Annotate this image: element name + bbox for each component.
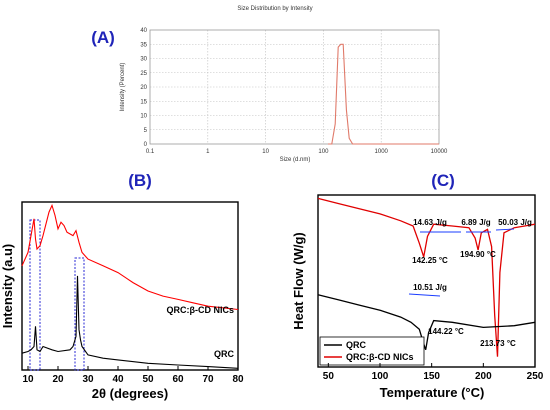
panel-c-label: (C)	[431, 171, 455, 190]
y-tick-label: 30	[140, 57, 147, 63]
chart-c-frame	[317, 194, 536, 368]
chart-b-series-qrc	[21, 275, 239, 369]
y-tick-label: 10	[140, 114, 147, 120]
anno-213-73: 213.73 °C	[480, 339, 516, 348]
x-tick-label: 150	[423, 371, 440, 382]
chart-b-highlight-box-2	[74, 257, 85, 371]
panel-a-label: (A)	[91, 28, 115, 47]
chart-b-series-qrc-nics	[21, 203, 239, 311]
y-tick-label: 5	[144, 128, 148, 134]
baseline-50-03	[495, 228, 515, 231]
anno-50-03: 50.03 J/g	[498, 218, 532, 227]
chart-b-label-qrc: QRC	[214, 349, 235, 359]
chart-c-xlabel: Temperature (°C)	[380, 385, 485, 400]
x-tick-label: 30	[82, 374, 94, 385]
chart-c-legend: QRC QRC:β-CD NICs	[319, 336, 425, 366]
x-tick-label: 60	[172, 374, 184, 385]
x-tick-label: 250	[527, 371, 544, 382]
x-tick-label: 200	[475, 371, 492, 382]
y-tick-label: 15	[140, 99, 147, 105]
chart-b-ticks: 10 20 30 40 50 60 70 80	[22, 366, 244, 385]
x-tick-label: 1	[206, 149, 210, 155]
chart-a-series-line	[328, 43, 439, 145]
x-tick-label: 50	[323, 371, 335, 382]
chart-c-ticks: 50 100 150 200 250	[323, 363, 544, 382]
chart-b-ylabel: Intensity (a.u)	[0, 244, 15, 329]
y-tick-label: 0	[144, 142, 148, 148]
y-tick-label: 25	[140, 71, 147, 77]
chart-b-frame	[21, 201, 239, 371]
x-tick-label: 70	[202, 374, 214, 385]
chart-c-integration-lines	[408, 228, 515, 297]
x-tick-label: 80	[232, 374, 244, 385]
x-tick-label: 1000	[375, 149, 389, 155]
anno-142-25: 142.25 °C	[412, 256, 448, 265]
chart-a-frame	[149, 29, 440, 145]
y-tick-label: 20	[140, 85, 147, 91]
anno-194-90: 194.90 °C	[460, 250, 496, 259]
x-tick-label: 10	[262, 149, 269, 155]
chart-a-grid	[150, 30, 439, 144]
panel-b-label: (B)	[128, 171, 152, 190]
x-tick-label: 10000	[431, 149, 448, 155]
x-tick-label: 100	[318, 149, 329, 155]
chart-a-xlabel: Size (d.nm)	[280, 157, 311, 163]
anno-14-63: 14.63 J/g	[413, 218, 447, 227]
x-tick-label: 10	[22, 374, 34, 385]
chart-a-ylabel: Intensity (Percent)	[120, 63, 126, 112]
chart-a-title: Size Distribution by Intensity	[237, 6, 312, 12]
x-tick-label: 100	[372, 371, 389, 382]
legend-label-qrc: QRC	[346, 340, 367, 350]
anno-144-22: 144.22 °C	[428, 327, 464, 336]
chart-c-series-qrc-nics	[317, 197, 536, 357]
x-tick-label: 50	[142, 374, 154, 385]
y-tick-label: 35	[140, 42, 147, 48]
chart-a-ticks: 0.1 1 10 100 1000 10000 0 5 10 15 20 25 30 35 40	[140, 28, 448, 155]
legend-label-nics: QRC:β-CD NICs	[346, 352, 414, 362]
baseline-10-51	[408, 293, 441, 297]
chart-b-highlight-box-1	[29, 219, 41, 371]
x-tick-label: 20	[52, 374, 64, 385]
anno-6-89: 6.89 J/g	[461, 218, 490, 227]
x-tick-label: 0.1	[146, 149, 155, 155]
chart-b-xlabel: 2θ (degrees)	[92, 386, 168, 401]
anno-10-51: 10.51 J/g	[413, 283, 447, 292]
x-tick-label: 40	[112, 374, 124, 385]
chart-c-ylabel: Heat Flow (W/g)	[291, 232, 306, 330]
legend-box	[319, 336, 425, 366]
y-tick-label: 40	[140, 28, 147, 34]
chart-b-label-nics: QRC:β-CD NICs	[167, 305, 235, 315]
